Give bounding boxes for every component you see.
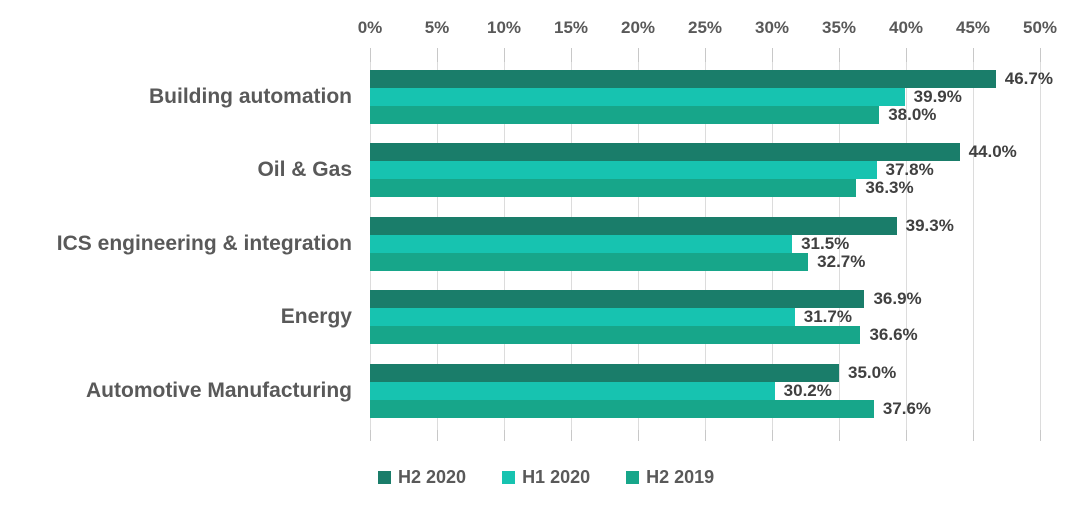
value-label: 36.3%	[865, 178, 914, 198]
bar-h2-2019	[370, 179, 857, 198]
bar-h2-2020	[370, 69, 996, 88]
x-axis-bottom-tick-mark	[1040, 430, 1041, 441]
x-axis-tick-mark	[906, 48, 907, 62]
legend-item: H2 2020	[378, 467, 466, 487]
x-axis-bottom-tick-mark	[638, 430, 639, 441]
x-axis-tick-label: 10%	[486, 18, 522, 37]
x-axis-bottom-tick-mark	[571, 430, 572, 441]
bar-h2-2020	[370, 216, 897, 235]
bar-h2-2019	[370, 252, 809, 271]
value-label: 37.6%	[882, 398, 932, 418]
legend-label: H1 2020	[522, 467, 591, 487]
value-label: 32.7%	[817, 251, 866, 271]
bar-h2-2020	[370, 290, 865, 309]
category-label: Building automation	[149, 84, 352, 108]
vertical-gridline	[973, 62, 974, 430]
category-label: Oil & Gas	[257, 158, 352, 182]
x-axis-bottom-tick-mark	[906, 430, 907, 441]
x-axis-bottom-tick-mark	[772, 430, 773, 441]
value-label: 35.0%	[848, 362, 897, 382]
value-label: 39.3%	[905, 215, 954, 235]
x-axis-tick-label: 30%	[754, 18, 790, 37]
x-axis-tick-label: 25%	[687, 18, 723, 37]
x-axis-tick-label: 35%	[821, 18, 857, 37]
category-label: ICS engineering & integration	[56, 231, 352, 255]
x-axis-bottom-tick-mark	[705, 430, 706, 441]
x-axis-tick-label: 5%	[424, 18, 450, 37]
legend-item: H1 2020	[502, 467, 590, 487]
bar-h1-2020	[370, 308, 795, 327]
x-axis-tick-label: 50%	[1022, 18, 1058, 37]
vertical-gridline	[1040, 62, 1041, 430]
value-label: 37.8%	[885, 160, 934, 180]
x-axis-tick-label: 15%	[553, 18, 589, 37]
x-axis-tick-label: 40%	[888, 18, 924, 37]
x-axis-tick-label: 0%	[357, 18, 383, 37]
value-label: 44.0%	[968, 142, 1017, 162]
value-label: 31.5%	[801, 233, 850, 253]
x-axis-tick-mark	[1040, 48, 1041, 62]
vertical-gridline	[906, 62, 907, 430]
bar-h1-2020	[370, 161, 877, 180]
x-axis-tick-mark	[772, 48, 773, 62]
x-axis-bottom-tick-mark	[839, 430, 840, 441]
x-axis-tick-mark	[973, 48, 974, 62]
legend: H2 2020 H1 2020 H2 2019	[378, 467, 714, 487]
x-axis-tick-mark	[370, 48, 371, 62]
legend-swatch-icon	[626, 470, 640, 484]
legend-label: H2 2019	[646, 467, 715, 487]
bar-h2-2020	[370, 363, 839, 382]
category-label: Energy	[280, 305, 352, 329]
x-axis-bottom-tick-mark	[973, 430, 974, 441]
value-label: 39.9%	[913, 86, 962, 106]
bar-h2-2019	[370, 105, 880, 124]
bar-h2-2020	[370, 143, 960, 162]
legend-swatch-icon	[502, 470, 516, 484]
category-label: Automotive Manufacturing	[86, 378, 352, 402]
x-axis-tick-label: 45%	[955, 18, 991, 37]
bar-h1-2020	[370, 234, 793, 253]
legend-item: H2 2019	[626, 467, 714, 487]
bar-h2-2019	[370, 399, 874, 418]
x-axis-tick-mark	[571, 48, 572, 62]
bar-h2-2019	[370, 326, 861, 345]
vertical-gridline	[839, 62, 840, 430]
x-axis-bottom-tick-mark	[370, 430, 371, 441]
value-label: 38.0%	[888, 104, 937, 124]
value-label: 31.7%	[803, 307, 852, 327]
value-label: 30.2%	[783, 380, 832, 400]
x-axis-tick-label: 20%	[620, 18, 656, 37]
x-axis-bottom-tick-mark	[437, 430, 438, 441]
bar-h1-2020	[370, 381, 775, 400]
legend-swatch-icon	[378, 470, 391, 484]
x-axis-tick-mark	[705, 48, 706, 62]
x-axis-tick-mark	[504, 48, 505, 62]
value-label: 36.9%	[873, 289, 922, 309]
x-axis-tick-mark	[638, 48, 639, 62]
x-axis-bottom-tick-mark	[504, 430, 505, 441]
legend-label: H2 2020	[398, 467, 467, 487]
value-label: 36.6%	[869, 325, 918, 345]
value-label: 46.7%	[1004, 68, 1053, 88]
x-axis-tick-mark	[839, 48, 840, 62]
bar-h1-2020	[370, 87, 905, 106]
x-axis-tick-mark	[437, 48, 438, 62]
